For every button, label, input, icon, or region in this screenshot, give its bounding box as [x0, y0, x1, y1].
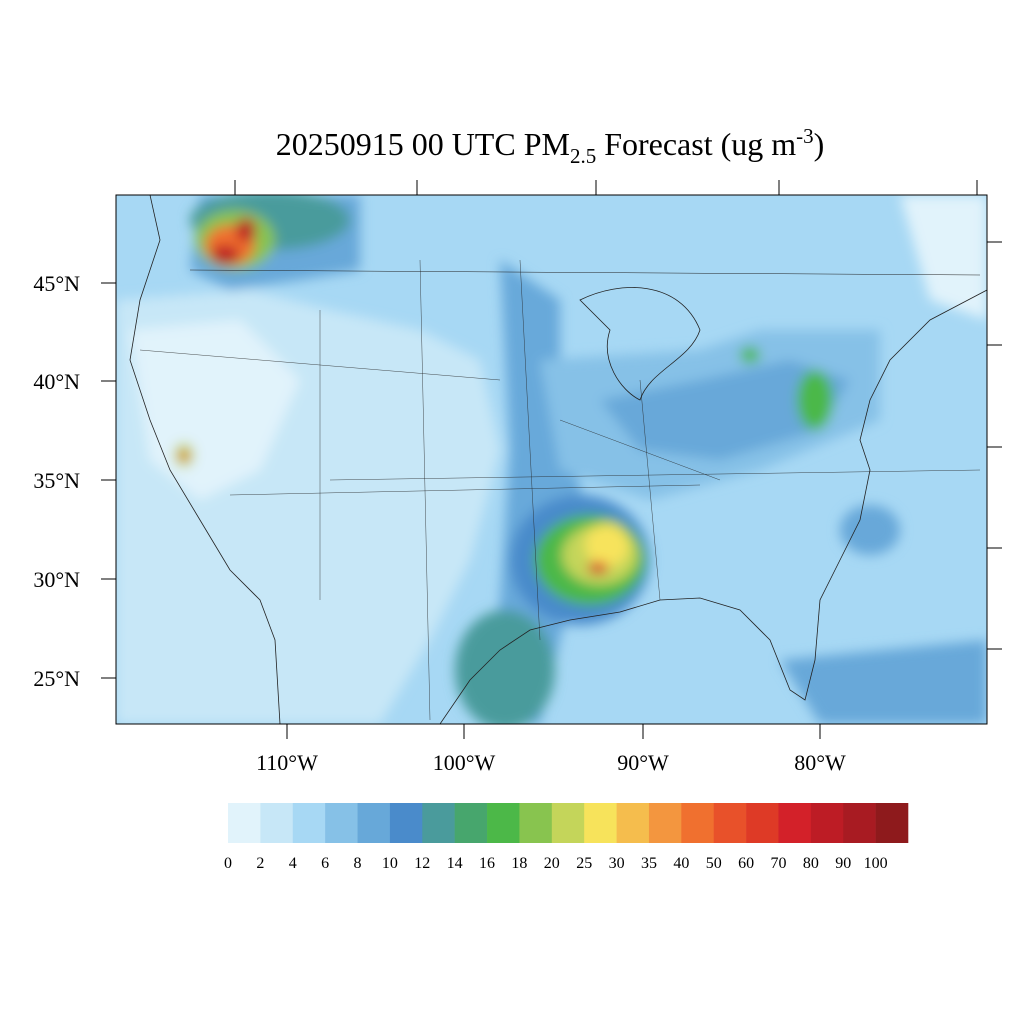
pm25-field: [116, 195, 987, 724]
colorbar-label: 40: [673, 855, 689, 872]
lon-label: 80°W: [794, 750, 846, 775]
colorbar-swatch: [584, 803, 617, 843]
colorbar-label: 16: [479, 855, 495, 872]
colorbar-swatch: [616, 803, 650, 843]
map-ticks: [101, 180, 1002, 739]
colorbar-label: 60: [738, 855, 754, 872]
colorbar-label: 0: [224, 855, 232, 872]
colorbar-swatch: [648, 803, 682, 843]
colorbar-swatch: [746, 803, 779, 843]
colorbar-label: 6: [321, 855, 329, 872]
colorbar-swatch: [551, 803, 585, 843]
lon-label: 110°W: [256, 750, 318, 775]
colorbar-swatch: [228, 803, 261, 843]
colorbar-label: 18: [511, 855, 527, 872]
colorbar-label: 100: [864, 855, 888, 872]
lat-label: 35°N: [33, 468, 80, 493]
colorbar-swatch: [713, 803, 747, 843]
colorbar-label: 10: [382, 855, 398, 872]
colorbar-swatch: [487, 803, 520, 843]
map-title: 20250915 00 UTC PM2.5 Forecast (ug m-3): [276, 124, 825, 168]
colorbar-label: 20: [544, 855, 560, 872]
colorbar-label: 30: [609, 855, 625, 872]
colorbar-swatch: [843, 803, 876, 843]
colorbar-swatch: [292, 803, 326, 843]
colorbar-swatch: [325, 803, 358, 843]
title-main: 20250915 00 UTC PM: [276, 126, 570, 162]
colorbar-swatch: [519, 803, 553, 843]
colorbar-label: 8: [354, 855, 362, 872]
title-rest: Forecast (ug m: [596, 126, 796, 162]
lon-label: 90°W: [617, 750, 669, 775]
colorbar-label: 12: [414, 855, 430, 872]
colorbar-label: 50: [706, 855, 722, 872]
title-superscript: -3: [796, 124, 814, 148]
colorbar-swatch: [875, 803, 909, 843]
colorbar-swatch: [454, 803, 488, 843]
title-subscript: 2.5: [570, 144, 596, 168]
map-frame: [115, 194, 988, 725]
colorbar-label: 25: [576, 855, 592, 872]
colorbar-label: 2: [256, 855, 264, 872]
colorbar-swatch: [357, 803, 391, 843]
colorbar-label: 14: [447, 855, 463, 872]
colorbar-swatch: [778, 803, 812, 843]
colorbar-swatch: [681, 803, 715, 843]
lat-label: 40°N: [33, 369, 80, 394]
colorbar-swatch: [422, 803, 455, 843]
colorbar-swatch: [810, 803, 844, 843]
colorbar-label: 70: [770, 855, 786, 872]
lat-label: 30°N: [33, 567, 80, 592]
title-end: ): [814, 126, 825, 162]
colorbar-label: 35: [641, 855, 657, 872]
colorbar-label: 80: [803, 855, 819, 872]
colorbar-swatch: [260, 803, 294, 843]
colorbar-swatch: [389, 803, 423, 843]
lat-label: 25°N: [33, 666, 80, 691]
lat-label: 45°N: [33, 271, 80, 296]
colorbar-label: 4: [289, 855, 297, 872]
colorbar-label: 90: [835, 855, 851, 872]
lon-label: 100°W: [433, 750, 496, 775]
